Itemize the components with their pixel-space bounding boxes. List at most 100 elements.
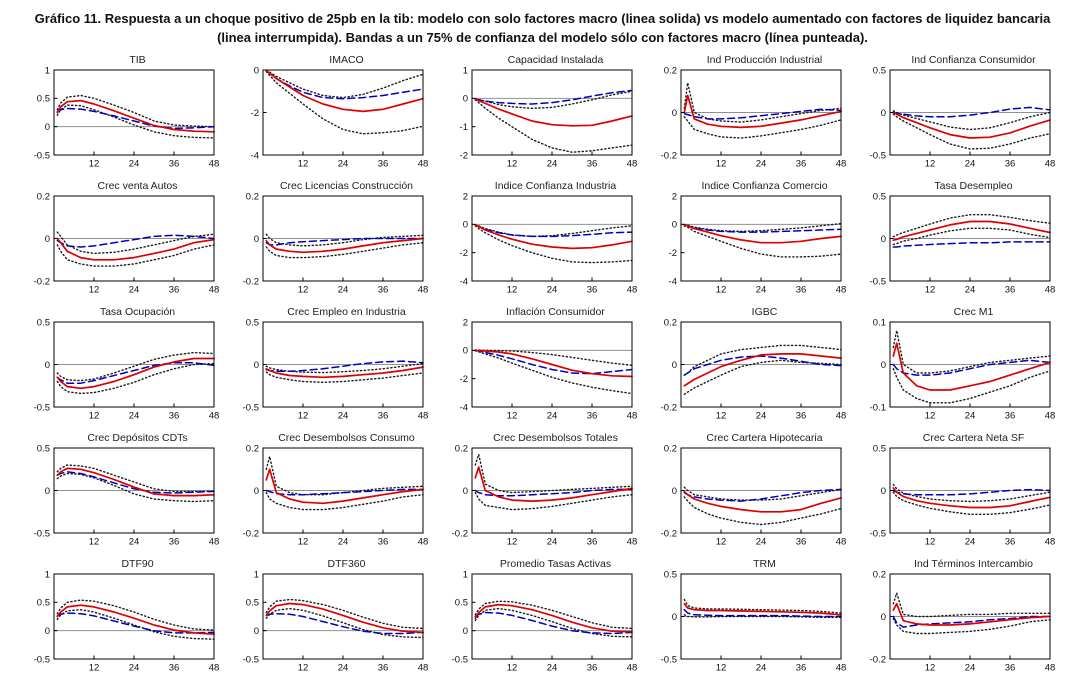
y-tick-label: -4 (460, 276, 468, 287)
x-tick-label: 36 (169, 284, 180, 295)
x-tick-label: 12 (507, 158, 518, 169)
y-tick-label: -0.5 (34, 150, 50, 161)
x-tick-label: 12 (925, 158, 936, 169)
macro-model-solid-line (474, 603, 633, 633)
plot-crec-desembolsos-consumo: 12 24 36 48 0.2 0 -0.2 (243, 445, 429, 548)
x-tick-label: 48 (418, 158, 429, 169)
x-tick-label: 12 (89, 158, 100, 169)
subplot-title: Ind Confianza Consumidor (911, 53, 1036, 66)
x-tick-label: 12 (89, 536, 100, 547)
x-tick-label: 36 (169, 536, 180, 547)
x-tick-label: 36 (796, 284, 807, 295)
upper-band-dotted-line (265, 362, 424, 373)
augmented-model-dashed-line (474, 223, 633, 237)
subplot-ind-produccion-industrial: Ind Producción Industrial 12 24 36 48 0.2 0 -0.… (645, 54, 854, 178)
x-tick-label: 24 (338, 284, 349, 295)
lower-band-dotted-line (683, 359, 842, 395)
upper-band-dotted-line (683, 486, 842, 501)
y-tick-label: 0 (672, 107, 677, 118)
upper-band-dotted-line (892, 213, 1051, 238)
upper-band-dotted-line (265, 233, 424, 247)
augmented-model-dashed-line (265, 360, 424, 372)
macro-model-solid-line (56, 99, 215, 133)
upper-band-dotted-line (683, 344, 842, 376)
x-tick-label: 48 (836, 536, 847, 547)
x-tick-label: 12 (298, 536, 309, 547)
upper-band-dotted-line (683, 81, 842, 123)
x-tick-label: 24 (547, 662, 558, 673)
x-tick-label: 48 (836, 284, 847, 295)
y-tick-label: 0 (672, 219, 677, 230)
y-tick-label: 0.5 (246, 597, 259, 608)
x-tick-label: 12 (925, 662, 936, 673)
y-tick-label: 0 (881, 107, 886, 118)
y-tick-label: 0 (463, 345, 468, 356)
plot-box (471, 573, 633, 660)
upper-band-dotted-line (265, 598, 424, 629)
lower-band-dotted-line (474, 98, 633, 153)
subplot-indice-confianza-industria: Indice Confianza Industria 12 24 36 48 2 0 -2 -4 (436, 180, 645, 304)
x-tick-label: 24 (129, 536, 140, 547)
y-tick-label: 1 (45, 571, 50, 580)
x-tick-label: 36 (796, 662, 807, 673)
macro-model-solid-line (683, 602, 842, 616)
y-tick-label: 0 (45, 122, 50, 133)
x-tick-label: 48 (418, 662, 429, 673)
x-tick-label: 36 (1005, 662, 1016, 673)
lower-band-dotted-line (474, 349, 633, 394)
macro-model-solid-line (683, 490, 842, 513)
x-tick-label: 12 (507, 284, 518, 295)
x-tick-label: 24 (547, 536, 558, 547)
augmented-model-dashed-line (892, 106, 1051, 118)
augmented-model-dashed-line (56, 612, 215, 634)
y-tick-label: 0.5 (37, 93, 50, 104)
x-tick-label: 36 (378, 662, 389, 673)
charts-grid: TIB 12 24 36 48 1 0.5 0 -0.5 IMACO 12 24 36 48 0 -2 -4 Ca… (0, 50, 1085, 682)
y-tick-label: -2 (460, 374, 468, 385)
subplot-dtf90: DTF90 12 24 36 48 1 0.5 0 -0.5 (18, 558, 227, 682)
x-tick-label: 12 (925, 284, 936, 295)
y-tick-label: -0.2 (34, 276, 50, 287)
subplot-tasa-ocupacion: Tasa Ocupación 12 24 36 48 0.5 0 -0.5 (18, 306, 227, 430)
macro-model-solid-line (265, 602, 424, 633)
x-tick-label: 36 (169, 662, 180, 673)
x-tick-label: 48 (209, 410, 220, 421)
macro-model-solid-line (265, 237, 424, 253)
upper-band-dotted-line (892, 483, 1051, 502)
upper-band-dotted-line (892, 592, 1051, 617)
y-tick-label: 0 (45, 485, 50, 496)
y-tick-label: 0.5 (37, 597, 50, 608)
augmented-model-dashed-line (56, 234, 215, 248)
y-tick-label: -2 (460, 248, 468, 259)
plot-inflacion-consumidor: 12 24 36 48 2 0 -2 -4 (460, 319, 638, 422)
plot-igbc: 12 24 36 48 0.2 0 -0.2 (661, 319, 847, 422)
y-tick-label: 0 (45, 359, 50, 370)
macro-model-solid-line (892, 602, 1051, 626)
x-tick-label: 12 (89, 662, 100, 673)
y-tick-label: 0 (254, 485, 259, 496)
y-tick-label: 0.5 (37, 445, 50, 454)
lower-band-dotted-line (892, 227, 1051, 245)
y-tick-label: 1 (45, 67, 50, 76)
x-tick-label: 24 (129, 662, 140, 673)
y-tick-label: 0.5 (664, 571, 677, 580)
macro-model-solid-line (892, 342, 1051, 391)
upper-band-dotted-line (892, 109, 1051, 130)
y-tick-label: -0.2 (452, 528, 468, 539)
x-tick-label: 36 (1005, 158, 1016, 169)
plot-capacidad-instalada: 12 24 36 48 1 0 -1 -2 (460, 67, 638, 170)
lower-band-dotted-line (56, 243, 215, 267)
subplot-title: Capacidad Instalada (507, 53, 604, 66)
x-tick-label: 36 (1005, 410, 1016, 421)
subplot-title: Promedio Tasas Activas (499, 557, 612, 570)
x-tick-label: 36 (378, 284, 389, 295)
augmented-model-dashed-line (474, 488, 633, 497)
x-tick-label: 48 (418, 536, 429, 547)
x-tick-label: 48 (627, 662, 638, 673)
x-tick-label: 48 (418, 284, 429, 295)
y-tick-label: -4 (669, 276, 677, 287)
lower-band-dotted-line (265, 371, 424, 383)
y-tick-label: -0.2 (661, 402, 677, 413)
y-tick-label: -1 (460, 122, 468, 133)
lower-band-dotted-line (56, 472, 215, 502)
